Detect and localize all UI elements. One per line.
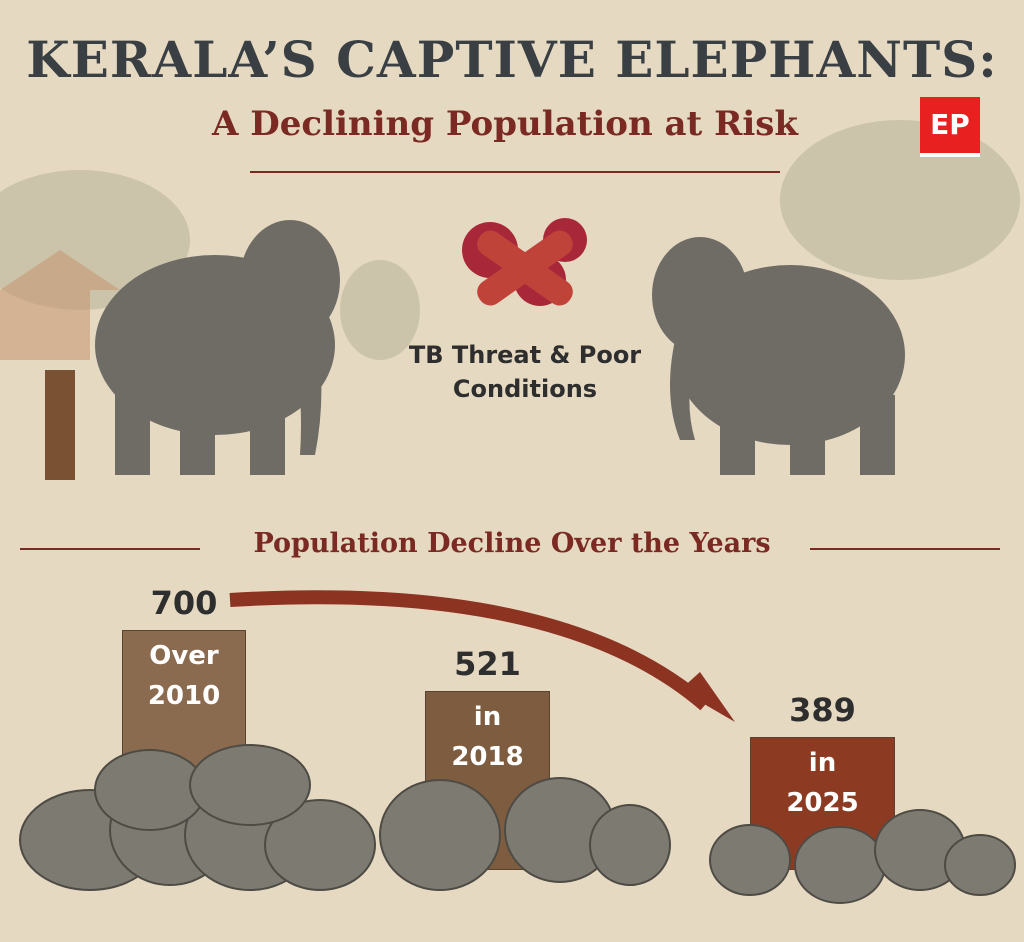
section-title: Population Decline Over the Years	[253, 528, 771, 559]
logo: EP	[920, 97, 980, 157]
bar-label: Over 2010	[147, 641, 221, 711]
subtitle: A Declining Population at Risk	[212, 104, 798, 144]
bar-label: in 2018	[451, 702, 524, 773]
value-label: 389	[789, 690, 856, 729]
bar-label: in 2025	[786, 747, 859, 818]
annotation: TB Threat & Poor Conditions	[408, 341, 642, 403]
title: KERALA’S CAPTIVE ELEPHANTS:	[26, 30, 998, 89]
value-label: 521	[454, 645, 521, 684]
value-label: 700	[150, 584, 218, 622]
